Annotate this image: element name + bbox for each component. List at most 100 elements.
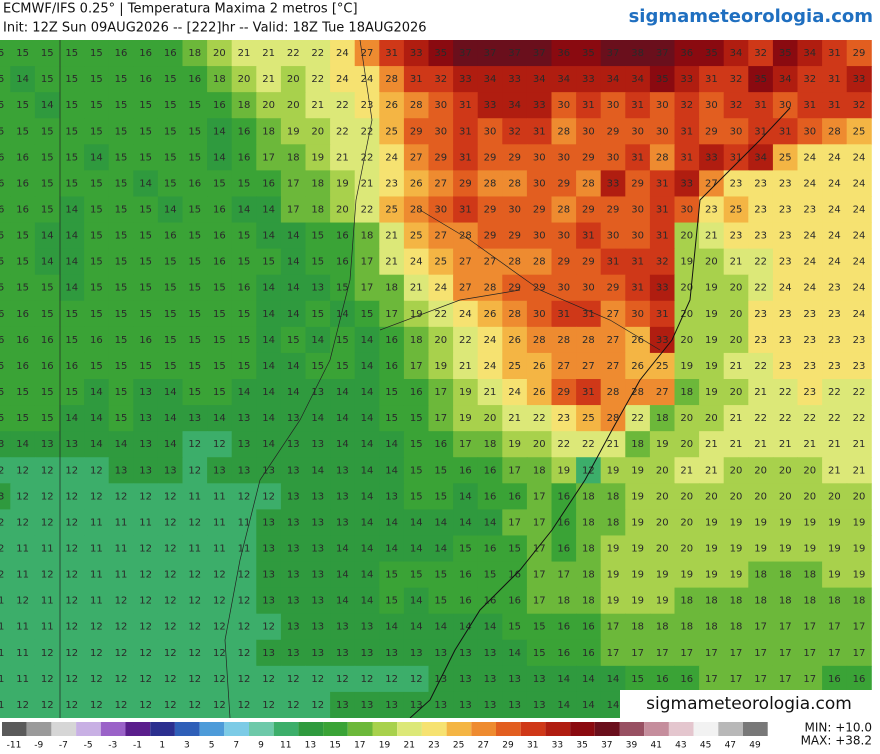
- grid-cell: [0, 118, 11, 145]
- grid-cell: [10, 274, 36, 302]
- grid-cell: [551, 483, 577, 510]
- cell-value: 32: [803, 74, 816, 85]
- cell-value: 12: [262, 622, 275, 633]
- cell-value: 31: [779, 126, 792, 137]
- grid-cell: [256, 639, 282, 667]
- cell-value: 15: [311, 257, 324, 268]
- grid-cell: [182, 613, 208, 641]
- cell-value: 15: [16, 100, 29, 111]
- cell-value: 15: [41, 74, 54, 85]
- cell-value: 13: [139, 439, 152, 450]
- cell-value: 12: [0, 544, 4, 555]
- grid-cell: [231, 691, 257, 719]
- cell-value: 13: [262, 544, 275, 555]
- cell-value: 14: [287, 387, 300, 398]
- cell-value: 11: [41, 622, 54, 633]
- grid-cell: [59, 222, 85, 250]
- cell-value: 16: [139, 74, 152, 85]
- cell-value: 15: [65, 335, 78, 346]
- cell-value: 16: [434, 439, 447, 450]
- cell-value: 12: [16, 465, 29, 476]
- grid-cell: [182, 274, 208, 302]
- cell-value: 29: [582, 257, 595, 268]
- cell-value: 12: [213, 674, 226, 685]
- grid-cell: [108, 92, 134, 119]
- cell-value: 23: [828, 361, 841, 372]
- cell-value: 15: [188, 309, 201, 320]
- grid-cell: [330, 144, 356, 171]
- cell-value: 30: [582, 126, 595, 137]
- grid-cell: [157, 613, 183, 641]
- cell-value: 23: [828, 309, 841, 320]
- cell-value: 15: [188, 205, 201, 216]
- cell-value: 18: [680, 596, 693, 607]
- grid-cell: [157, 457, 183, 484]
- colorbar-swatch: [76, 722, 101, 736]
- grid-cell: [34, 405, 60, 432]
- grid-cell: [428, 587, 454, 615]
- cell-value: 19: [656, 596, 669, 607]
- grid-cell: [0, 92, 11, 119]
- grid-cell: [231, 535, 257, 563]
- grid-cell: [207, 431, 233, 458]
- cell-value: 14: [361, 491, 374, 502]
- grid-cell: [354, 457, 380, 484]
- cell-value: 21: [705, 465, 718, 476]
- cell-value: 15: [115, 205, 128, 216]
- cell-value: 13: [311, 622, 324, 633]
- cell-value: 24: [853, 152, 866, 163]
- grid-cell: [600, 40, 626, 67]
- grid-cell: [649, 587, 675, 615]
- grid-cell: [649, 170, 675, 197]
- cell-value: 15: [41, 205, 54, 216]
- grid-cell: [59, 40, 85, 67]
- cell-value: 25: [853, 126, 866, 137]
- grid-cell: [699, 300, 725, 328]
- cell-value: 22: [754, 257, 767, 268]
- grid-cell: [551, 613, 577, 641]
- cell-value: 18: [853, 596, 866, 607]
- grid-cell: [428, 196, 454, 224]
- cell-value: 19: [607, 570, 620, 581]
- cell-value: 21: [803, 439, 816, 450]
- grid-cell: [59, 509, 85, 536]
- colorbar-swatch: [570, 722, 595, 736]
- grid-cell: [133, 40, 159, 67]
- grid-cell: [256, 379, 282, 406]
- grid-cell: [10, 222, 36, 250]
- grid-cell: [526, 66, 552, 93]
- grid-cell: [576, 144, 602, 171]
- grid-cell: [551, 405, 577, 432]
- cell-value: 15: [90, 126, 103, 137]
- grid-cell: [502, 431, 528, 458]
- cell-value: 19: [754, 544, 767, 555]
- grid-cell: [822, 196, 848, 224]
- cell-value: 31: [631, 283, 644, 294]
- cell-value: 14: [361, 596, 374, 607]
- grid-cell: [674, 457, 700, 484]
- cell-value: 13: [287, 465, 300, 476]
- grid-cell: [207, 639, 233, 667]
- grid-cell: [797, 561, 823, 589]
- cell-value: 14: [90, 413, 103, 424]
- grid-cell: [846, 170, 872, 197]
- cell-value: 19: [459, 387, 472, 398]
- cell-value: 20: [779, 491, 792, 502]
- grid-cell: [551, 379, 577, 406]
- cell-value: 12: [139, 648, 152, 659]
- grid-cell: [305, 248, 331, 276]
- cell-value: 21: [508, 413, 521, 424]
- cell-value: 14: [361, 465, 374, 476]
- grid-cell: [674, 587, 700, 615]
- grid-cell: [207, 170, 233, 197]
- grid-cell: [354, 587, 380, 615]
- cell-value: 12: [164, 570, 177, 581]
- cell-value: 12: [164, 596, 177, 607]
- cell-value: 30: [607, 100, 620, 111]
- grid-cell: [231, 170, 257, 197]
- grid-cell: [502, 66, 528, 93]
- colorbar-label: 31: [527, 741, 538, 751]
- cell-value: 30: [557, 283, 570, 294]
- cell-value: 16: [213, 205, 226, 216]
- grid-cell: [846, 405, 872, 432]
